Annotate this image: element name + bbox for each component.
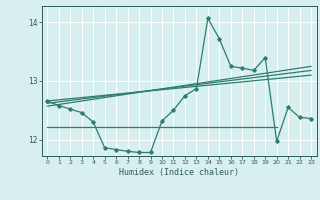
X-axis label: Humidex (Indice chaleur): Humidex (Indice chaleur) bbox=[119, 168, 239, 177]
